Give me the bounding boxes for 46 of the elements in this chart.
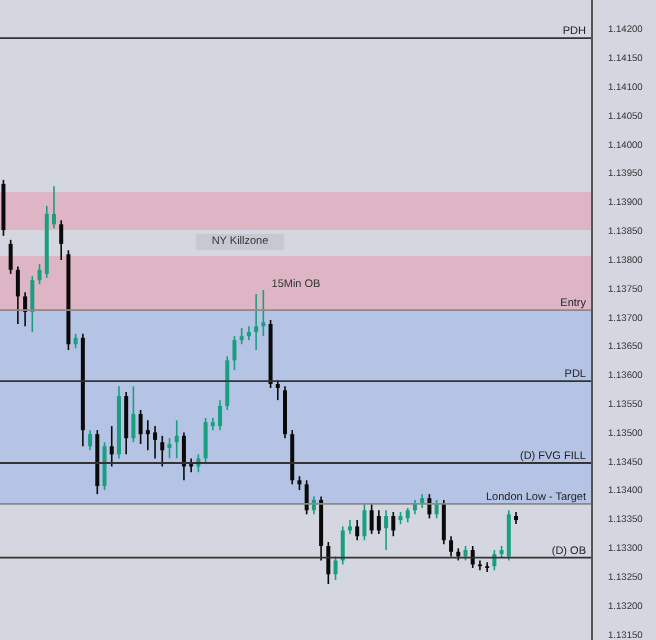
candlestick <box>174 419 179 460</box>
candlestick <box>333 555 338 581</box>
candlestick <box>362 503 367 542</box>
candlestick <box>167 437 172 460</box>
candlestick <box>492 549 497 572</box>
candlestick <box>8 239 13 275</box>
candlestick <box>59 219 64 261</box>
candlestick <box>340 525 345 566</box>
candlestick <box>30 275 35 333</box>
candlestick <box>304 479 309 516</box>
candlestick <box>153 425 158 460</box>
candlestick <box>218 399 223 431</box>
candlestick <box>1 179 6 237</box>
candlestick <box>376 509 381 535</box>
candlestick <box>477 559 482 572</box>
candlestick <box>449 535 454 558</box>
candlestick <box>355 519 360 542</box>
candlestick <box>485 561 490 573</box>
candlestick <box>131 385 136 444</box>
candlestick <box>102 441 107 491</box>
candlestick <box>326 541 331 585</box>
candlestick <box>23 291 28 328</box>
candlestick <box>319 495 324 562</box>
candlestick <box>15 265 20 325</box>
candlestick <box>124 391 129 456</box>
candlestick <box>225 355 230 411</box>
candlestick <box>347 519 352 535</box>
candlestick <box>246 325 251 341</box>
candlestick <box>254 293 259 351</box>
candlestick <box>290 429 295 486</box>
candlestick <box>283 385 287 439</box>
candlestick <box>160 435 165 468</box>
candlestick <box>232 335 237 371</box>
candlestick <box>181 431 186 482</box>
candlestick <box>470 545 475 569</box>
candlestick <box>369 503 374 535</box>
candlestick <box>203 417 208 465</box>
candlestick <box>109 425 114 468</box>
candlestick <box>138 409 143 445</box>
candlestick <box>391 511 396 538</box>
candlestick <box>145 419 150 452</box>
candlestick <box>88 429 93 452</box>
candlestick <box>441 499 446 546</box>
candlestick <box>506 509 511 562</box>
candlestick <box>384 509 389 551</box>
candlestick <box>261 289 266 337</box>
